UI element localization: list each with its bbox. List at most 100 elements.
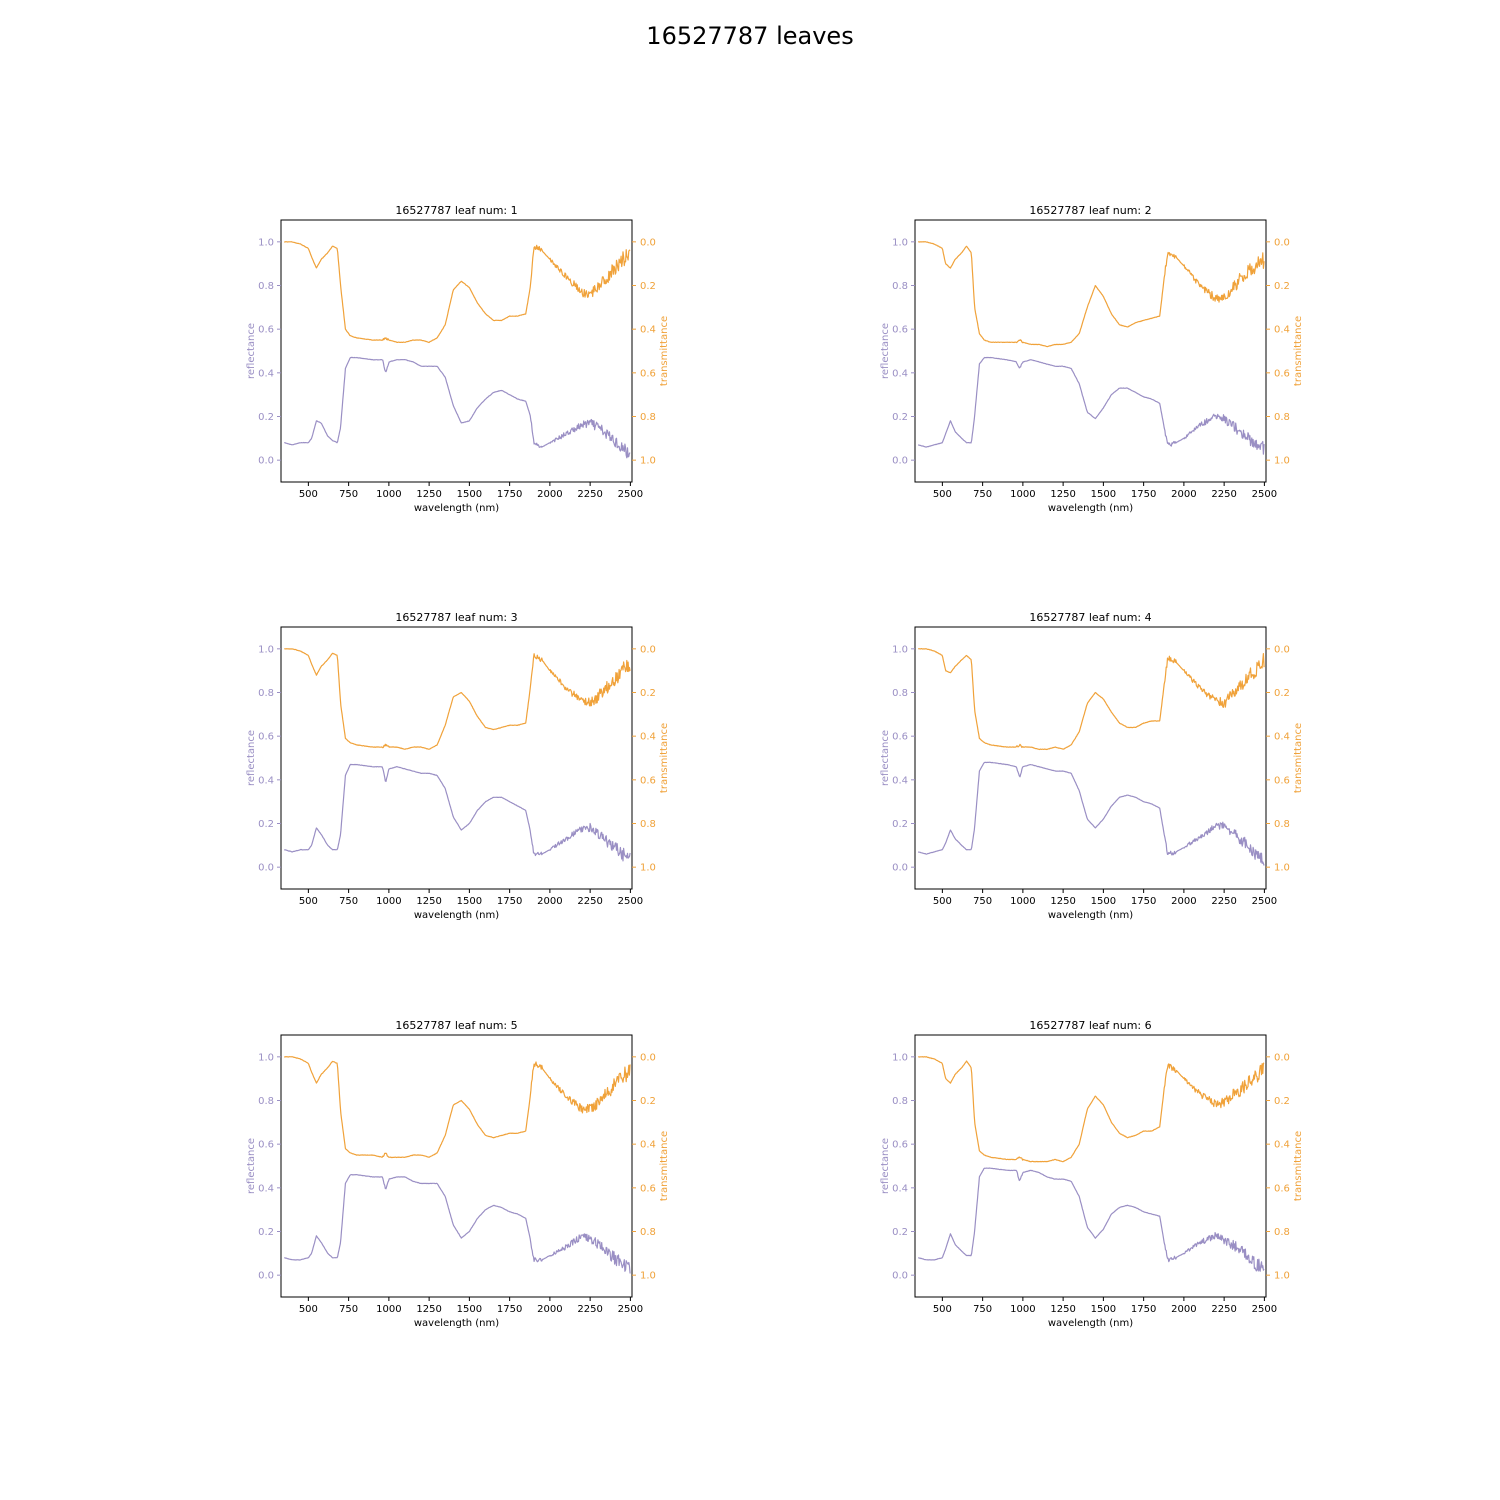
y-tick-label-right: 0.4	[640, 325, 656, 336]
y-tick-label-left: 0.0	[258, 456, 274, 467]
x-tick-label: 2500	[618, 896, 643, 907]
y-tick-label-right: 0.6	[640, 1183, 656, 1194]
y-axis-label-left: reflectance	[880, 730, 891, 786]
x-tick-label: 2250	[1211, 489, 1236, 500]
y-tick-label-left: 0.4	[892, 1183, 908, 1194]
y-tick-label-left: 0.6	[892, 1140, 908, 1151]
y-tick-label-left: 0.8	[892, 688, 908, 699]
x-tick-label: 1750	[1131, 896, 1156, 907]
y-tick-label-right: 0.4	[640, 1140, 656, 1151]
reflectance-line	[284, 763, 631, 862]
x-axis-label: wavelength (nm)	[1048, 503, 1133, 514]
y-tick-label-left: 0.4	[892, 775, 908, 786]
reflectance-line	[284, 1173, 631, 1274]
y-tick-label-left: 0.6	[892, 325, 908, 336]
reflectance-line	[284, 356, 631, 459]
y-tick-label-left: 0.0	[892, 1271, 908, 1282]
x-tick-label: 1000	[376, 489, 401, 500]
y-tick-label-left: 0.6	[258, 732, 274, 743]
y-tick-label-right: 1.0	[640, 1271, 656, 1282]
y-tick-label-left: 0.2	[258, 412, 274, 423]
axes-frame	[914, 1034, 1267, 1298]
y-tick-label-left: 1.0	[892, 1052, 908, 1063]
y-tick-label-left: 0.2	[892, 819, 908, 830]
y-tick-label-left: 0.4	[258, 775, 274, 786]
y-tick-label-right: 0.2	[1274, 1096, 1290, 1107]
x-tick-label: 1750	[1131, 1304, 1156, 1315]
y-tick-label-right: 1.0	[1274, 1271, 1290, 1282]
y-tick-label-right: 0.6	[1274, 368, 1290, 379]
x-tick-label: 1000	[1010, 896, 1035, 907]
y-axis-label-right: transmittance	[659, 1131, 670, 1201]
x-tick-label: 1750	[497, 1304, 522, 1315]
subplot-2: 16527787 leaf num: 2 500 750 1000 1250 1500 17…	[880, 204, 1304, 514]
transmittance-line	[284, 648, 631, 750]
y-tick-label-right: 0.8	[640, 1227, 656, 1238]
y-tick-label-left: 0.6	[258, 1140, 274, 1151]
transmittance-line	[284, 241, 631, 344]
y-tick-label-left: 0.0	[258, 1271, 274, 1282]
x-tick-label: 1000	[376, 896, 401, 907]
reflectance-line	[918, 1167, 1265, 1272]
y-tick-label-left: 0.6	[892, 732, 908, 743]
x-tick-label: 1000	[376, 1304, 401, 1315]
x-tick-label: 1250	[416, 896, 441, 907]
x-tick-label: 500	[933, 896, 952, 907]
x-tick-label: 1250	[1050, 1304, 1075, 1315]
transmittance-line	[918, 1056, 1265, 1163]
subplot-5: 16527787 leaf num: 5 500 750 1000 1250 1500 17…	[246, 1019, 670, 1329]
x-tick-label: 2000	[537, 1304, 562, 1315]
x-tick-label: 1250	[1050, 896, 1075, 907]
y-tick-label-left: 1.0	[258, 1052, 274, 1063]
subplot-4: 16527787 leaf num: 4 500 750 1000 1250 1500 17…	[880, 611, 1304, 921]
y-tick-label-left: 0.4	[258, 1183, 274, 1194]
y-axis-label-right: transmittance	[659, 723, 670, 793]
y-tick-label-right: 0.8	[1274, 1227, 1290, 1238]
y-tick-label-right: 0.4	[1274, 1140, 1290, 1151]
y-tick-label-right: 0.2	[640, 688, 656, 699]
axes-frame	[280, 626, 633, 890]
x-axis-label: wavelength (nm)	[1048, 1318, 1133, 1329]
x-tick-label: 2000	[1171, 489, 1196, 500]
y-axis-label-left: reflectance	[880, 323, 891, 379]
x-tick-label: 2000	[537, 489, 562, 500]
y-tick-label-left: 0.8	[258, 1096, 274, 1107]
subplot-title: 16527787 leaf num: 3	[395, 611, 517, 624]
y-tick-label-right: 1.0	[1274, 863, 1290, 874]
x-tick-label: 1500	[457, 896, 482, 907]
y-axis-label-right: transmittance	[1293, 1131, 1304, 1201]
y-tick-label-right: 0.6	[1274, 775, 1290, 786]
subplot-6: 16527787 leaf num: 6 500 750 1000 1250 1500 17…	[880, 1019, 1304, 1329]
x-tick-label: 1000	[1010, 1304, 1035, 1315]
x-tick-label: 750	[973, 1304, 992, 1315]
y-tick-label-left: 1.0	[892, 644, 908, 655]
y-axis-label-right: transmittance	[1293, 316, 1304, 386]
y-axis-label-right: transmittance	[659, 316, 670, 386]
subplot-1: 16527787 leaf num: 1 500 750 1000 1250 1500 17…	[246, 204, 670, 514]
subplot-title: 16527787 leaf num: 5	[395, 1019, 517, 1032]
y-tick-label-right: 0.0	[1274, 644, 1290, 655]
y-tick-label-left: 0.8	[892, 281, 908, 292]
reflectance-line	[918, 356, 1265, 455]
y-tick-label-left: 0.2	[892, 1227, 908, 1238]
x-axis-label: wavelength (nm)	[414, 503, 499, 514]
x-tick-label: 1500	[1091, 896, 1116, 907]
x-tick-label: 1000	[1010, 489, 1035, 500]
transmittance-line	[283, 1055, 631, 1159]
x-tick-label: 500	[299, 489, 318, 500]
y-tick-label-right: 0.6	[1274, 1183, 1290, 1194]
y-tick-label-left: 0.4	[892, 368, 908, 379]
y-tick-label-left: 0.8	[258, 281, 274, 292]
subplot-3: 16527787 leaf num: 3 500 750 1000 1250 1500 17…	[246, 611, 670, 921]
y-tick-label-right: 1.0	[1274, 456, 1290, 467]
x-tick-label: 750	[339, 896, 358, 907]
y-tick-label-right: 0.8	[1274, 819, 1290, 830]
x-tick-label: 2250	[577, 489, 602, 500]
x-tick-label: 750	[973, 896, 992, 907]
x-tick-label: 500	[299, 1304, 318, 1315]
y-tick-label-left: 0.8	[258, 688, 274, 699]
x-tick-label: 1750	[1131, 489, 1156, 500]
y-tick-label-left: 0.0	[892, 863, 908, 874]
x-tick-label: 1500	[457, 1304, 482, 1315]
